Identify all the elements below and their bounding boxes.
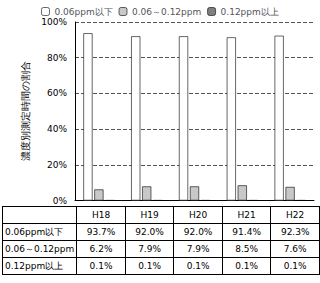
html-text:0.1%: 0.1%	[138, 261, 161, 271]
html-text:0.1%: 0.1%	[283, 261, 307, 271]
html-text:92.0%: 92.0%	[183, 227, 213, 237]
svg-text:20%: 20%	[47, 160, 67, 170]
html-text:0.1%: 0.1%	[186, 261, 210, 271]
html-text:H21: H21	[237, 210, 256, 220]
html-text:0.1%: 0.1%	[89, 261, 113, 271]
html-text:0.06～0.12ppm: 0.06～0.12ppm	[5, 243, 75, 254]
html-text:7.9%: 7.9%	[186, 244, 210, 254]
html-text:92.3%: 92.3%	[280, 227, 310, 237]
svg-text:濃度別測定時間の割合: 濃度別測定時間の割合	[20, 61, 31, 161]
html-text:0.1%: 0.1%	[235, 261, 259, 271]
html-text:7.6%: 7.6%	[283, 244, 307, 254]
html-text:6.2%: 6.2%	[89, 244, 113, 254]
svg-text:100%: 100%	[41, 17, 67, 27]
html-text:8.5%: 8.5%	[235, 244, 259, 254]
svg-text:60%: 60%	[47, 88, 67, 98]
html-text:92.0%: 92.0%	[135, 227, 164, 237]
html-text:H19: H19	[140, 210, 159, 220]
html-text:93.7%: 93.7%	[86, 227, 116, 237]
html-text:H20: H20	[189, 210, 208, 220]
html-text:0.06ppm以下: 0.06ppm以下	[5, 226, 64, 237]
html-text:H22: H22	[286, 210, 305, 220]
html-text:91.4%: 91.4%	[232, 227, 261, 237]
svg-text:0.06ppm以下: 0.06ppm以下	[54, 7, 112, 17]
html-text:H18: H18	[91, 210, 111, 220]
svg-text:0.12ppm以上: 0.12ppm以上	[221, 7, 279, 17]
svg-text:0.06～0.12ppm: 0.06～0.12ppm	[132, 7, 201, 17]
html-text:7.9%: 7.9%	[138, 244, 161, 254]
html-text:0.12ppm以上: 0.12ppm以上	[5, 260, 64, 271]
svg-text:80%: 80%	[47, 53, 67, 63]
svg-text:40%: 40%	[47, 124, 67, 134]
svg-text:0%: 0%	[53, 196, 68, 206]
